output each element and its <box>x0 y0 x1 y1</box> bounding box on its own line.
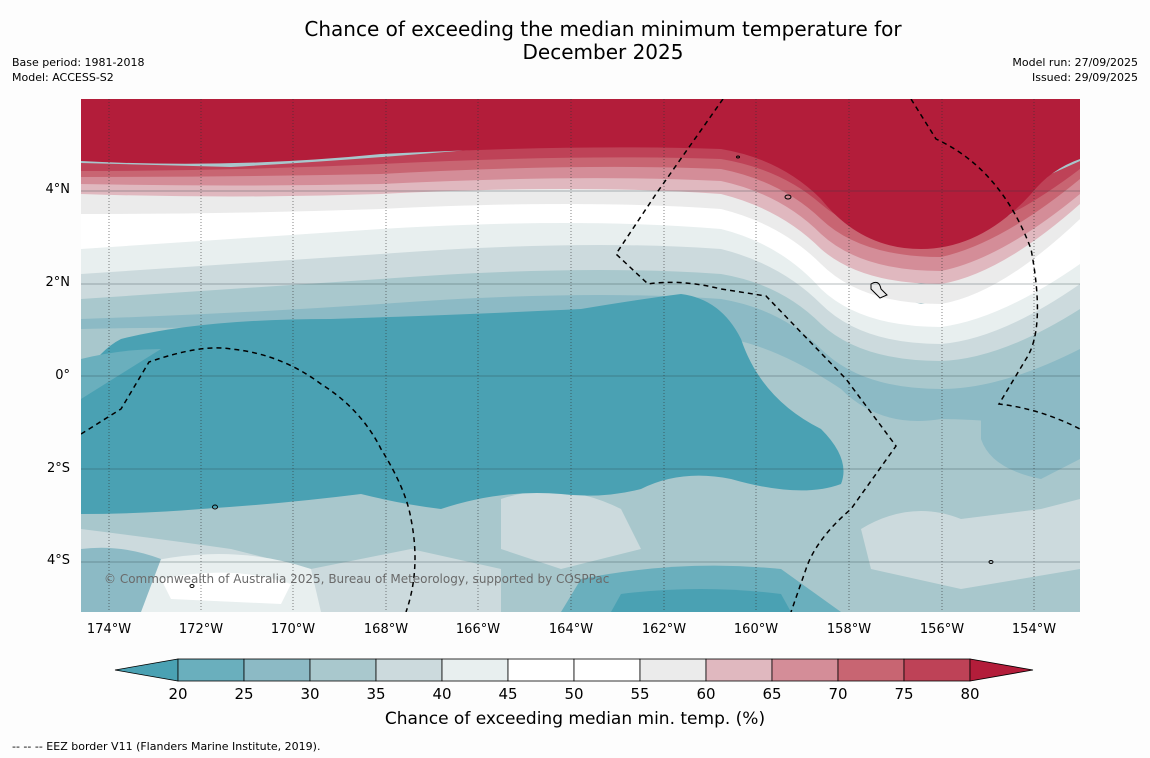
cb-tick-50: 50 <box>564 685 584 703</box>
colorbar-segment <box>837 658 905 682</box>
island-east-south <box>988 560 994 564</box>
southern-white-core <box>161 572 291 604</box>
dark-red-band <box>81 134 1080 239</box>
eez-border-east <box>910 99 1080 430</box>
meta-right: Model run: 27/09/2025 Issued: 29/09/2025 <box>1012 55 1138 85</box>
colorbar-segment <box>243 658 311 682</box>
lon-label-172w: 172°W <box>178 622 224 637</box>
lon-label-168w: 168°W <box>363 622 409 637</box>
lon-label-154w: 154°W <box>1011 622 1057 637</box>
south-mid-light-region <box>501 491 641 569</box>
lon-label-174w: 174°W <box>86 622 132 637</box>
colorbar-segment <box>705 658 773 682</box>
south-deep-teal-strip <box>611 589 791 612</box>
cb-tick-25: 25 <box>234 685 254 703</box>
model-name: Model: ACCESS-S2 <box>12 71 114 84</box>
forecast-map <box>81 99 1080 612</box>
lat-label-4n: 4°N <box>45 182 71 197</box>
lon-label-160w: 160°W <box>733 622 779 637</box>
colorbar-segment <box>573 658 641 682</box>
colorbar-segment <box>375 658 443 682</box>
copyright-notice: © Commonwealth of Australia 2025, Bureau… <box>104 572 610 586</box>
eez-borders <box>81 99 1080 612</box>
lon-label-162w: 162°W <box>641 622 687 637</box>
lon-label-158w: 158°W <box>826 622 872 637</box>
model-run: Model run: 27/09/2025 <box>1012 56 1138 69</box>
south-east-teal-region <box>981 369 1080 479</box>
colorbar-segment <box>639 658 707 682</box>
base-period: Base period: 1981-2018 <box>12 56 145 69</box>
graticule-latitude-lines <box>81 190 1080 563</box>
island-north-small <box>736 155 740 159</box>
cb-tick-40: 40 <box>432 685 452 703</box>
cb-tick-70: 70 <box>828 685 848 703</box>
cb-tick-60: 60 <box>696 685 716 703</box>
lat-label-2s: 2°S <box>46 461 70 476</box>
colorbar-extend-low <box>114 658 179 682</box>
colorbar <box>114 658 1034 682</box>
eez-legend-note: -- -- -- EEZ border V11 (Flanders Marine… <box>12 740 321 753</box>
cb-tick-20: 20 <box>168 685 188 703</box>
colorbar-label: Chance of exceeding median min. temp. (%… <box>384 709 766 729</box>
lon-label-156w: 156°W <box>919 622 965 637</box>
northern-high-probability-region <box>81 99 1080 249</box>
lon-label-166w: 166°W <box>455 622 501 637</box>
rose-band <box>81 144 1080 271</box>
lat-label-2n: 2°N <box>45 275 71 290</box>
cb-tick-65: 65 <box>762 685 782 703</box>
colorbar-extend-high <box>969 658 1034 682</box>
cb-tick-55: 55 <box>630 685 650 703</box>
island-sw-edge <box>189 584 195 588</box>
red-band <box>81 139 1080 257</box>
south-east-light-region <box>861 499 1080 589</box>
eez-border-central <box>615 99 897 612</box>
map-title-line1: Chance of exceeding the median minimum t… <box>304 17 902 41</box>
colorbar-segment <box>441 658 509 682</box>
island-christmas <box>870 281 888 299</box>
south-west-teal-strip <box>81 547 161 612</box>
map-title-line2: December 2025 <box>522 40 684 64</box>
island-north <box>784 194 792 200</box>
islands <box>189 155 994 588</box>
colorbar-segment <box>309 658 377 682</box>
meta-left: Base period: 1981-2018 Model: ACCESS-S2 <box>12 55 144 85</box>
cb-tick-45: 45 <box>498 685 518 703</box>
island-west-south <box>212 504 218 510</box>
colorbar-segment <box>771 658 839 682</box>
issued-date: Issued: 29/09/2025 <box>1031 71 1138 84</box>
colorbar-segment <box>177 658 245 682</box>
lon-label-164w: 164°W <box>548 622 594 637</box>
cb-tick-35: 35 <box>366 685 386 703</box>
central-low-probability-region <box>81 294 844 514</box>
cb-tick-80: 80 <box>960 685 980 703</box>
eez-border-west <box>81 347 416 612</box>
central-mid-teal-ring <box>81 349 161 399</box>
map-title: Chance of exceeding the median minimum t… <box>200 18 1006 64</box>
colorbar-segment <box>903 658 971 682</box>
lat-label-4s: 4°S <box>46 553 70 568</box>
lat-label-equator: 0° <box>55 368 70 383</box>
cb-tick-30: 30 <box>300 685 320 703</box>
lon-label-170w: 170°W <box>270 622 316 637</box>
cb-tick-75: 75 <box>894 685 914 703</box>
colorbar-segment <box>507 658 575 682</box>
